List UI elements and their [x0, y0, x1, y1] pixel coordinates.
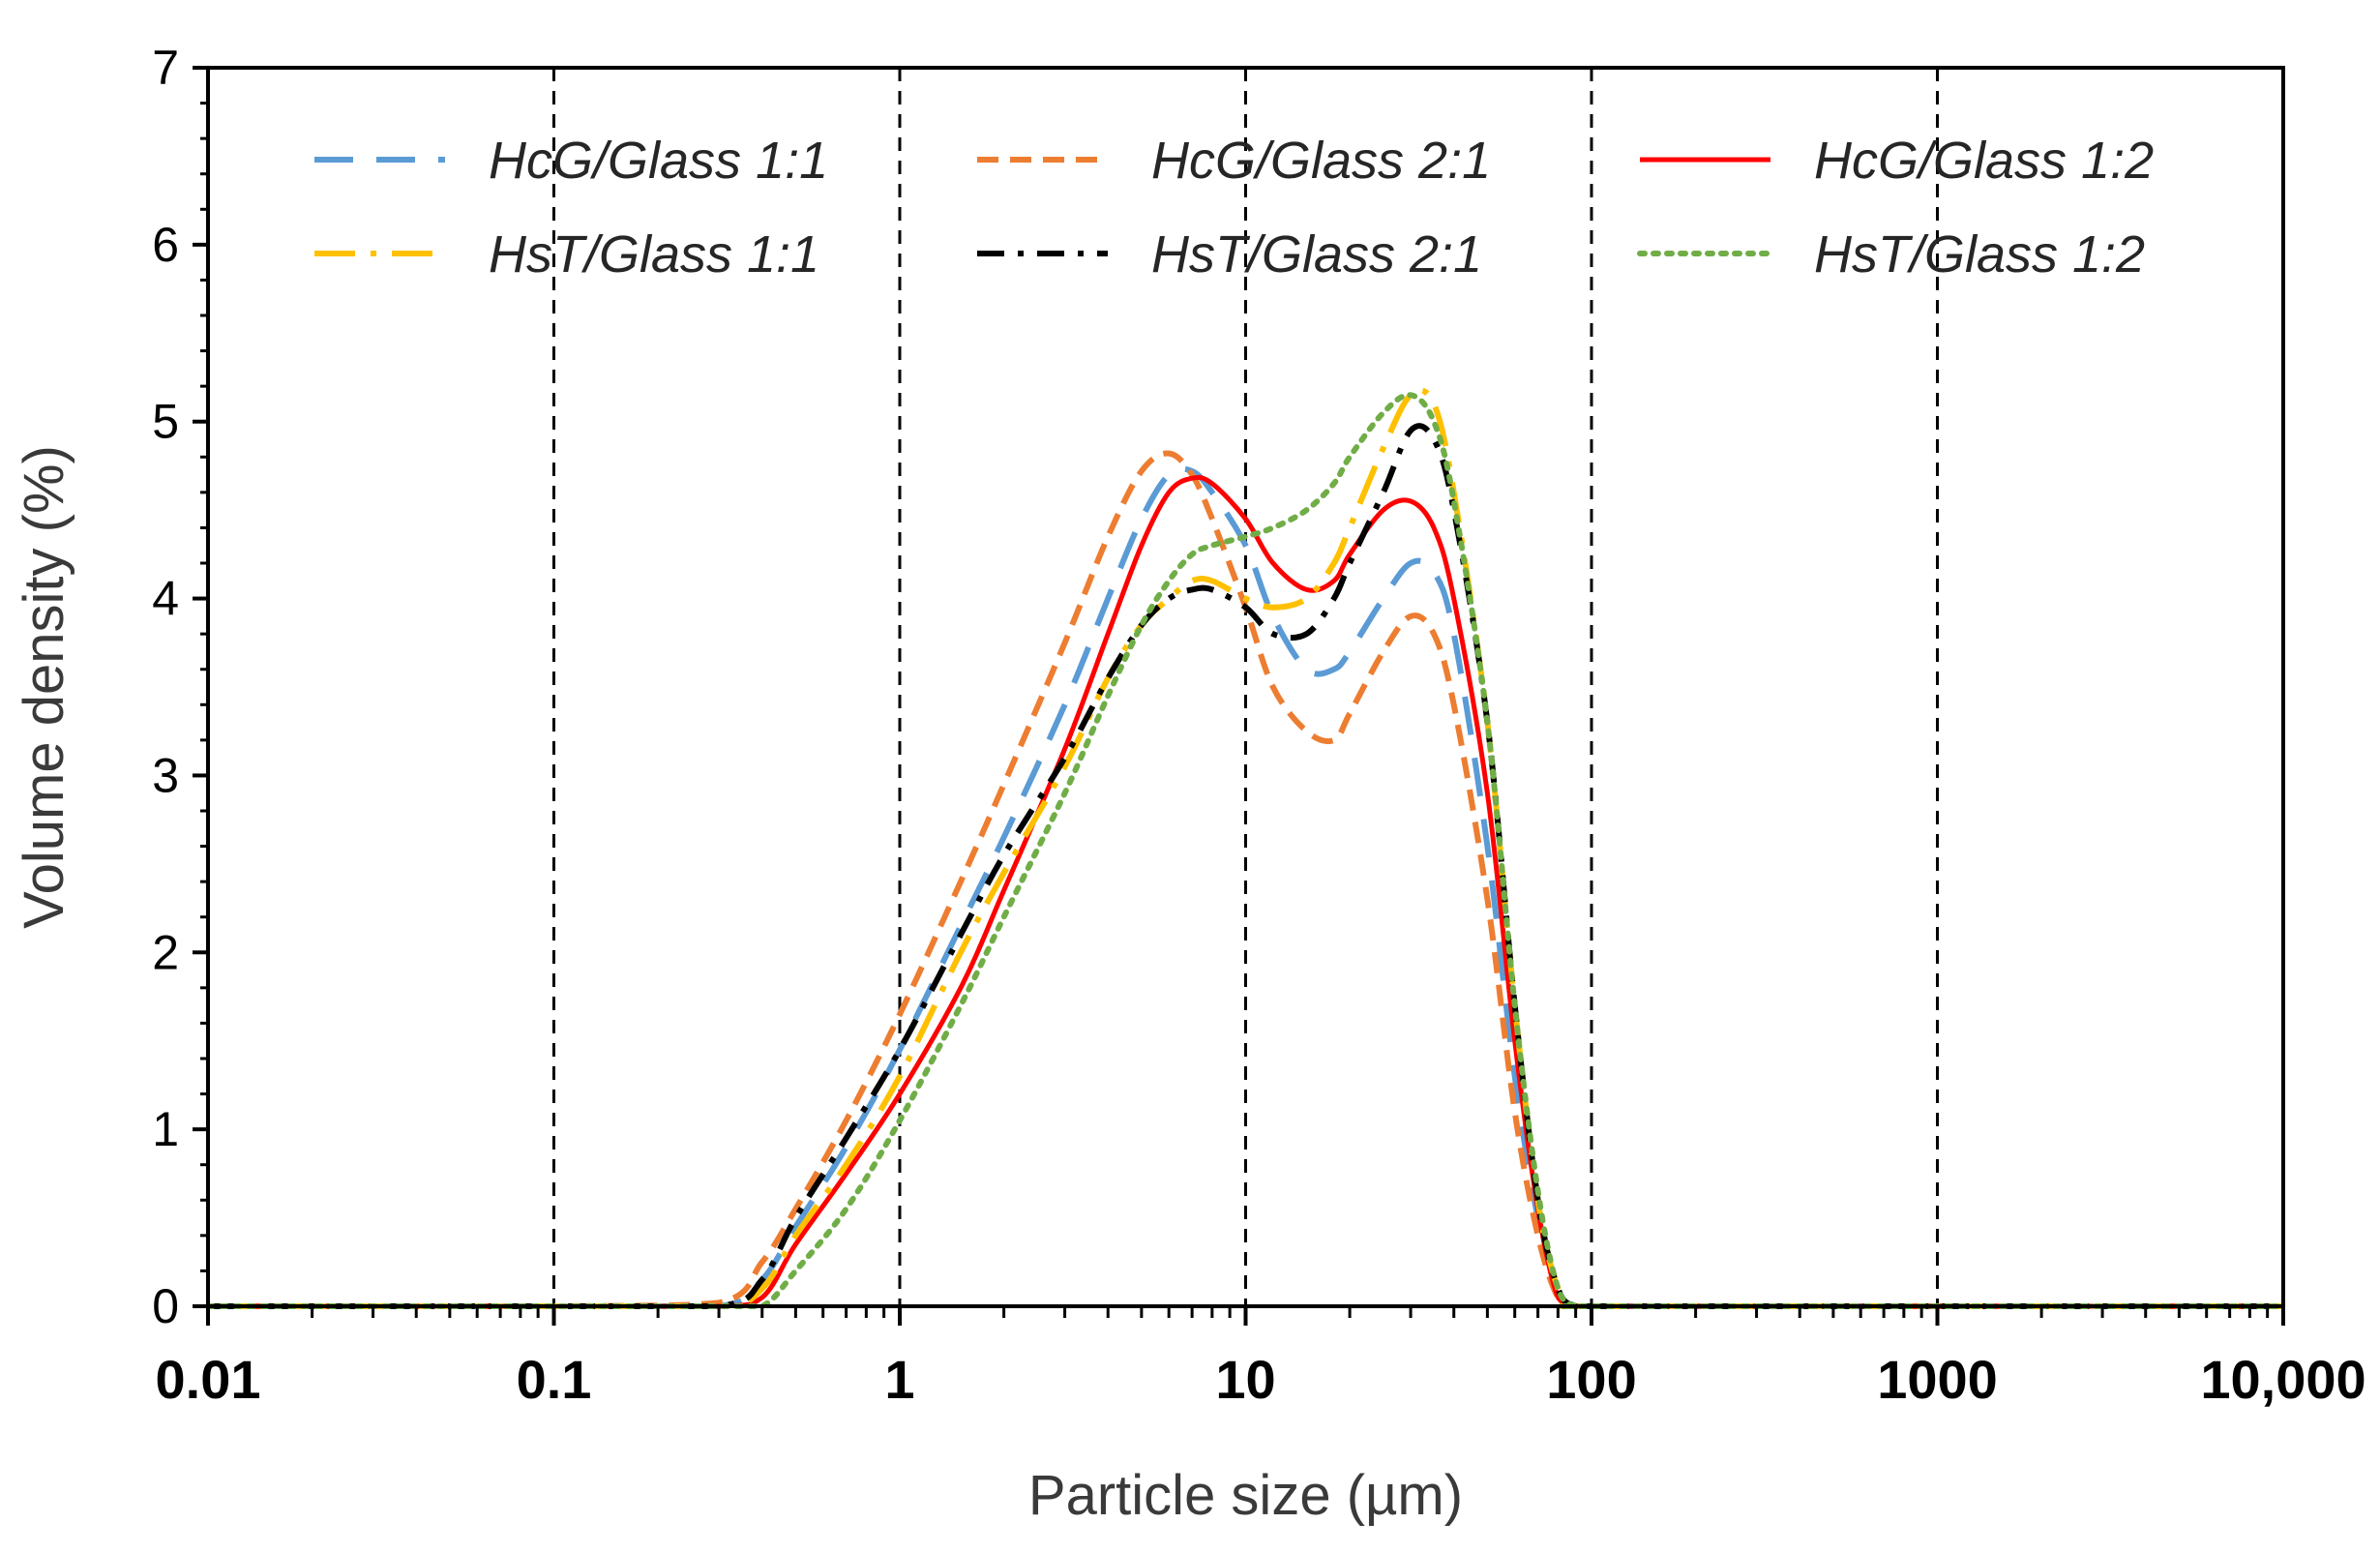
x-tick-label: 10: [1215, 1349, 1275, 1410]
series-line-hst-glass-1-2: [205, 392, 2286, 1310]
legend-label: HcG/Glass 2:1: [1151, 132, 1491, 190]
x-axis-title: Particle size (µm): [1028, 1464, 1463, 1527]
legend-label: HcG/Glass 1:2: [1814, 132, 2154, 190]
legend-label: HcG/Glass 1:1: [489, 132, 828, 190]
x-tick-labels: 0.01 0.1 1 10 100 1000 10,000: [156, 1349, 2366, 1410]
y-axis-title: Volume density (%): [13, 445, 75, 929]
y-tick-label: 0: [152, 1279, 179, 1333]
x-tick-label: 1: [884, 1349, 914, 1410]
y-tick-label: 5: [152, 395, 179, 449]
y-tick-label: 1: [152, 1102, 179, 1156]
y-tick-label: 7: [152, 41, 179, 95]
y-tick-label: 6: [152, 218, 179, 272]
legend: HcG/Glass 1:1 HcG/Glass 2:1 HcG/Glass 1:2 H…: [314, 132, 2154, 284]
x-tick-label: 0.01: [156, 1349, 261, 1410]
y-tick-labels: 0 1 2 3 4 5 6 7: [152, 41, 179, 1333]
x-tick-label: 100: [1546, 1349, 1636, 1410]
legend-label: HsT/Glass 1:2: [1814, 225, 2145, 284]
x-tick-label: 0.1: [517, 1349, 592, 1410]
series-lines: [205, 387, 2286, 1310]
legend-label: HsT/Glass 1:1: [489, 225, 819, 284]
x-tick-label: 10,000: [2200, 1349, 2365, 1410]
y-tick-label: 2: [152, 925, 179, 979]
axis-ticks: [193, 66, 2285, 1326]
x-tick-label: 1000: [1877, 1349, 1998, 1410]
series-line-hcg-glass-1-2: [207, 474, 2283, 1309]
legend-label: HsT/Glass 2:1: [1151, 225, 1482, 284]
y-tick-label: 4: [152, 572, 179, 626]
vertical-grid: [552, 68, 1939, 1306]
y-tick-label: 3: [152, 748, 179, 802]
